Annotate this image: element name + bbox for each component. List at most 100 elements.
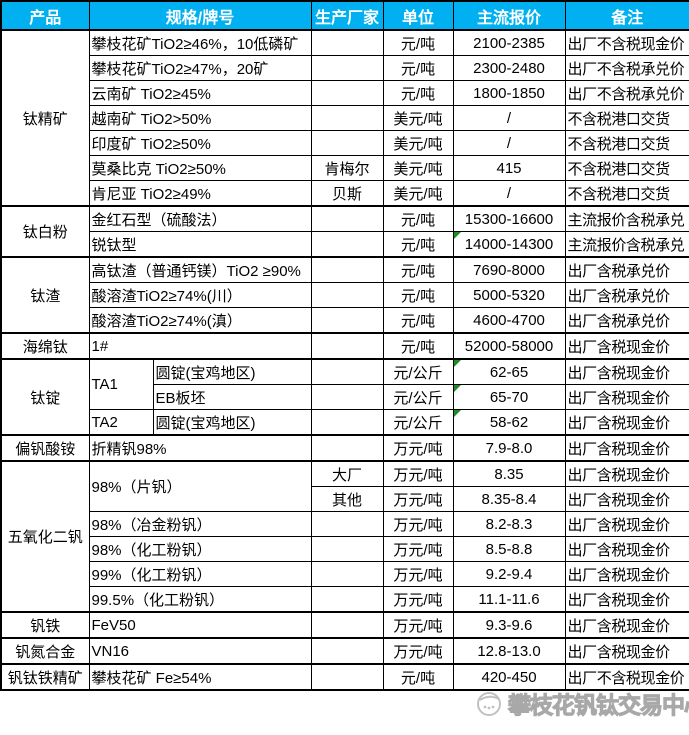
price-cell: 8.35 (452, 460, 566, 487)
price-cell: 14000-14300 (452, 231, 566, 258)
exchange-center-logo-icon (477, 692, 501, 716)
manufacturer-cell: 大厂 (310, 460, 384, 487)
unit-cell: 万元/吨 (382, 486, 454, 512)
unit-cell: 万元/吨 (382, 586, 454, 613)
table-row: 云南矿 TiO2≥45% 元/吨 1800-1850 出厂不含税承兑价 (1, 80, 689, 106)
table-row: 钛渣 高钛渣（普通钙镁）TiO2 ≥90% 元/吨 7690-8000 出厂含税承兑价 (0, 256, 689, 334)
table-row: 海绵钛 1# 元/吨 52000-58000 出厂含税现金价 (0, 332, 689, 360)
product-cell: 偏钒酸铵 (0, 434, 90, 462)
unit-cell: 万元/吨 (382, 536, 454, 562)
spec-cell: 金红石型（硫酸法） (88, 205, 312, 232)
remark-cell: 出厂含税承兑价 (564, 256, 689, 283)
manufacturer-cell: 贝斯 (310, 180, 384, 207)
unit-cell: 元/公斤 (382, 358, 454, 385)
price-table: 产品 规格/牌号 生产厂家 单位 主流报价 备注 钛精矿 攀枝花矿TiO2≥46%，10低磷… (0, 0, 689, 691)
spec-cell: 98%（冶金粉钒） (88, 511, 312, 537)
remark-cell: 出厂不含税现金价 (564, 663, 689, 691)
remark-cell: 不含税港口交货 (564, 155, 689, 181)
spec-cell: 印度矿 TiO2≥50% (88, 130, 312, 156)
unit-cell: 万元/吨 (382, 611, 454, 639)
remark-cell: 不含税港口交货 (564, 105, 689, 131)
spec-cell: 攀枝花矿 Fe≥54% (88, 663, 312, 691)
watermark-text: 攀枝花钒钛交易中心 (508, 692, 689, 719)
manufacturer-cell (310, 282, 384, 308)
comment-marker-icon (454, 232, 461, 239)
table-row: 越南矿 TiO2>50% 美元/吨 / 不含税港口交货 (1, 105, 689, 131)
unit-cell: 万元/吨 (382, 434, 454, 462)
manufacturer-cell: 肯梅尔 (310, 155, 384, 181)
spec-cell: 99%（化工粉钒） (88, 561, 312, 587)
manufacturer-cell (310, 434, 384, 462)
manufacturer-cell: 其他 (310, 486, 384, 512)
remark-cell: 出厂含税现金价 (564, 434, 689, 462)
price-cell: 7.9-8.0 (452, 434, 566, 462)
table-row: 钛锭 TA1 圆锭(宝鸡地区) 元/公斤 62-65 出厂含税现金价 (0, 358, 689, 436)
price-cell: 62-65 (452, 358, 566, 385)
price-cell: 9.2-9.4 (452, 561, 566, 587)
table-row: 肯尼亚 TiO2≥49% 贝斯 美元/吨 / 不含税港口交货 (1, 180, 689, 207)
table-row: 酸溶渣TiO2≥74%(滇） 元/吨 4600-4700 出厂含税承兑价 (1, 307, 689, 334)
table-row: 98%（冶金粉钒） 万元/吨 8.2-8.3 出厂含税现金价 (1, 511, 689, 537)
price-cell: 12.8-13.0 (452, 637, 566, 665)
manufacturer-cell (310, 205, 384, 232)
comment-marker-icon (454, 360, 461, 367)
spec-cell: 越南矿 TiO2>50% (88, 105, 312, 131)
manufacturer-cell (310, 663, 384, 691)
manufacturer-cell (310, 358, 384, 385)
spec-cell: FeV50 (88, 611, 312, 639)
remark-cell: 主流报价含税承兑 (564, 231, 689, 258)
manufacturer-cell (310, 80, 384, 106)
remark-cell: 不含税港口交货 (564, 180, 689, 207)
price-cell: 58-62 (452, 409, 566, 436)
price-cell: 11.1-11.6 (452, 586, 566, 613)
table-row: 偏钒酸铵 折精钒98% 万元/吨 7.9-8.0 出厂含税现金价 (0, 434, 689, 462)
grade-cell: TA2 (88, 409, 154, 436)
price-cell: 7690-8000 (452, 256, 566, 283)
spec-cell: 98%（化工粉钒） (88, 536, 312, 562)
unit-cell: 元/吨 (382, 29, 454, 56)
remark-cell: 出厂不含税现金价 (564, 29, 689, 56)
unit-cell: 万元/吨 (382, 561, 454, 587)
product-cell: 钛渣 (0, 256, 90, 334)
remark-cell: 出厂含税现金价 (564, 332, 689, 360)
remark-cell: 主流报价含税承兑 (564, 205, 689, 232)
header-price: 主流报价 (452, 0, 566, 31)
table-row: 攀枝花矿TiO2≥47%，20矿 元/吨 2300-2480 出厂不含税承兑价 (1, 55, 689, 81)
unit-cell: 元/吨 (382, 332, 454, 360)
header-remark: 备注 (564, 0, 689, 31)
unit-cell: 元/吨 (382, 80, 454, 106)
remark-cell: 出厂不含税承兑价 (564, 80, 689, 106)
unit-cell: 元/吨 (382, 231, 454, 258)
price-cell: 8.5-8.8 (452, 536, 566, 562)
table-row: 酸溶渣TiO2≥74%(川） 元/吨 5000-5320 出厂含税承兑价 (1, 282, 689, 308)
comment-marker-icon (454, 410, 461, 417)
remark-cell: 出厂含税承兑价 (564, 307, 689, 334)
unit-cell: 元/吨 (382, 282, 454, 308)
unit-cell: 美元/吨 (382, 130, 454, 156)
spec-cell: EB板坯 (152, 384, 312, 410)
table-row: 钒钛铁精矿 攀枝花矿 Fe≥54% 元/吨 420-450 出厂不含税现金价 (0, 663, 689, 691)
price-cell: 2100-2385 (452, 29, 566, 56)
manufacturer-cell (310, 256, 384, 283)
remark-cell: 出厂含税现金价 (564, 486, 689, 512)
product-cell: 钒铁 (0, 611, 90, 639)
table-row: 98%（化工粉钒） 万元/吨 8.5-8.8 出厂含税现金价 (1, 536, 689, 562)
remark-cell: 出厂含税现金价 (564, 561, 689, 587)
remark-cell: 出厂含税现金价 (564, 358, 689, 385)
manufacturer-cell (310, 409, 384, 436)
spec-cell: 肯尼亚 TiO2≥49% (88, 180, 312, 207)
manufacturer-cell (310, 332, 384, 360)
spec-cell: 攀枝花矿TiO2≥46%，10低磷矿 (88, 29, 312, 56)
remark-cell: 出厂含税现金价 (564, 460, 689, 487)
header-manufacturer: 生产厂家 (310, 0, 384, 31)
table-row: TA2 圆锭(宝鸡地区) 元/公斤 58-62 出厂含税现金价 (1, 409, 689, 436)
watermark: 攀枝花钒钛交易中心 (474, 686, 689, 720)
spec-cell: 酸溶渣TiO2≥74%(滇） (88, 307, 312, 334)
product-cell: 钛精矿 (0, 29, 90, 207)
remark-cell: 出厂不含税承兑价 (564, 55, 689, 81)
spec-cell: 锐钛型 (88, 231, 312, 258)
spec-cell: 高钛渣（普通钙镁）TiO2 ≥90% (88, 256, 312, 283)
table-row: 五氧化二钒 98%（片钒） 大厂 万元/吨 8.35 出厂含税现金价 (0, 460, 689, 613)
product-cell: 钒氮合金 (0, 637, 90, 665)
spec-cell: 莫桑比克 TiO2≥50% (88, 155, 312, 181)
